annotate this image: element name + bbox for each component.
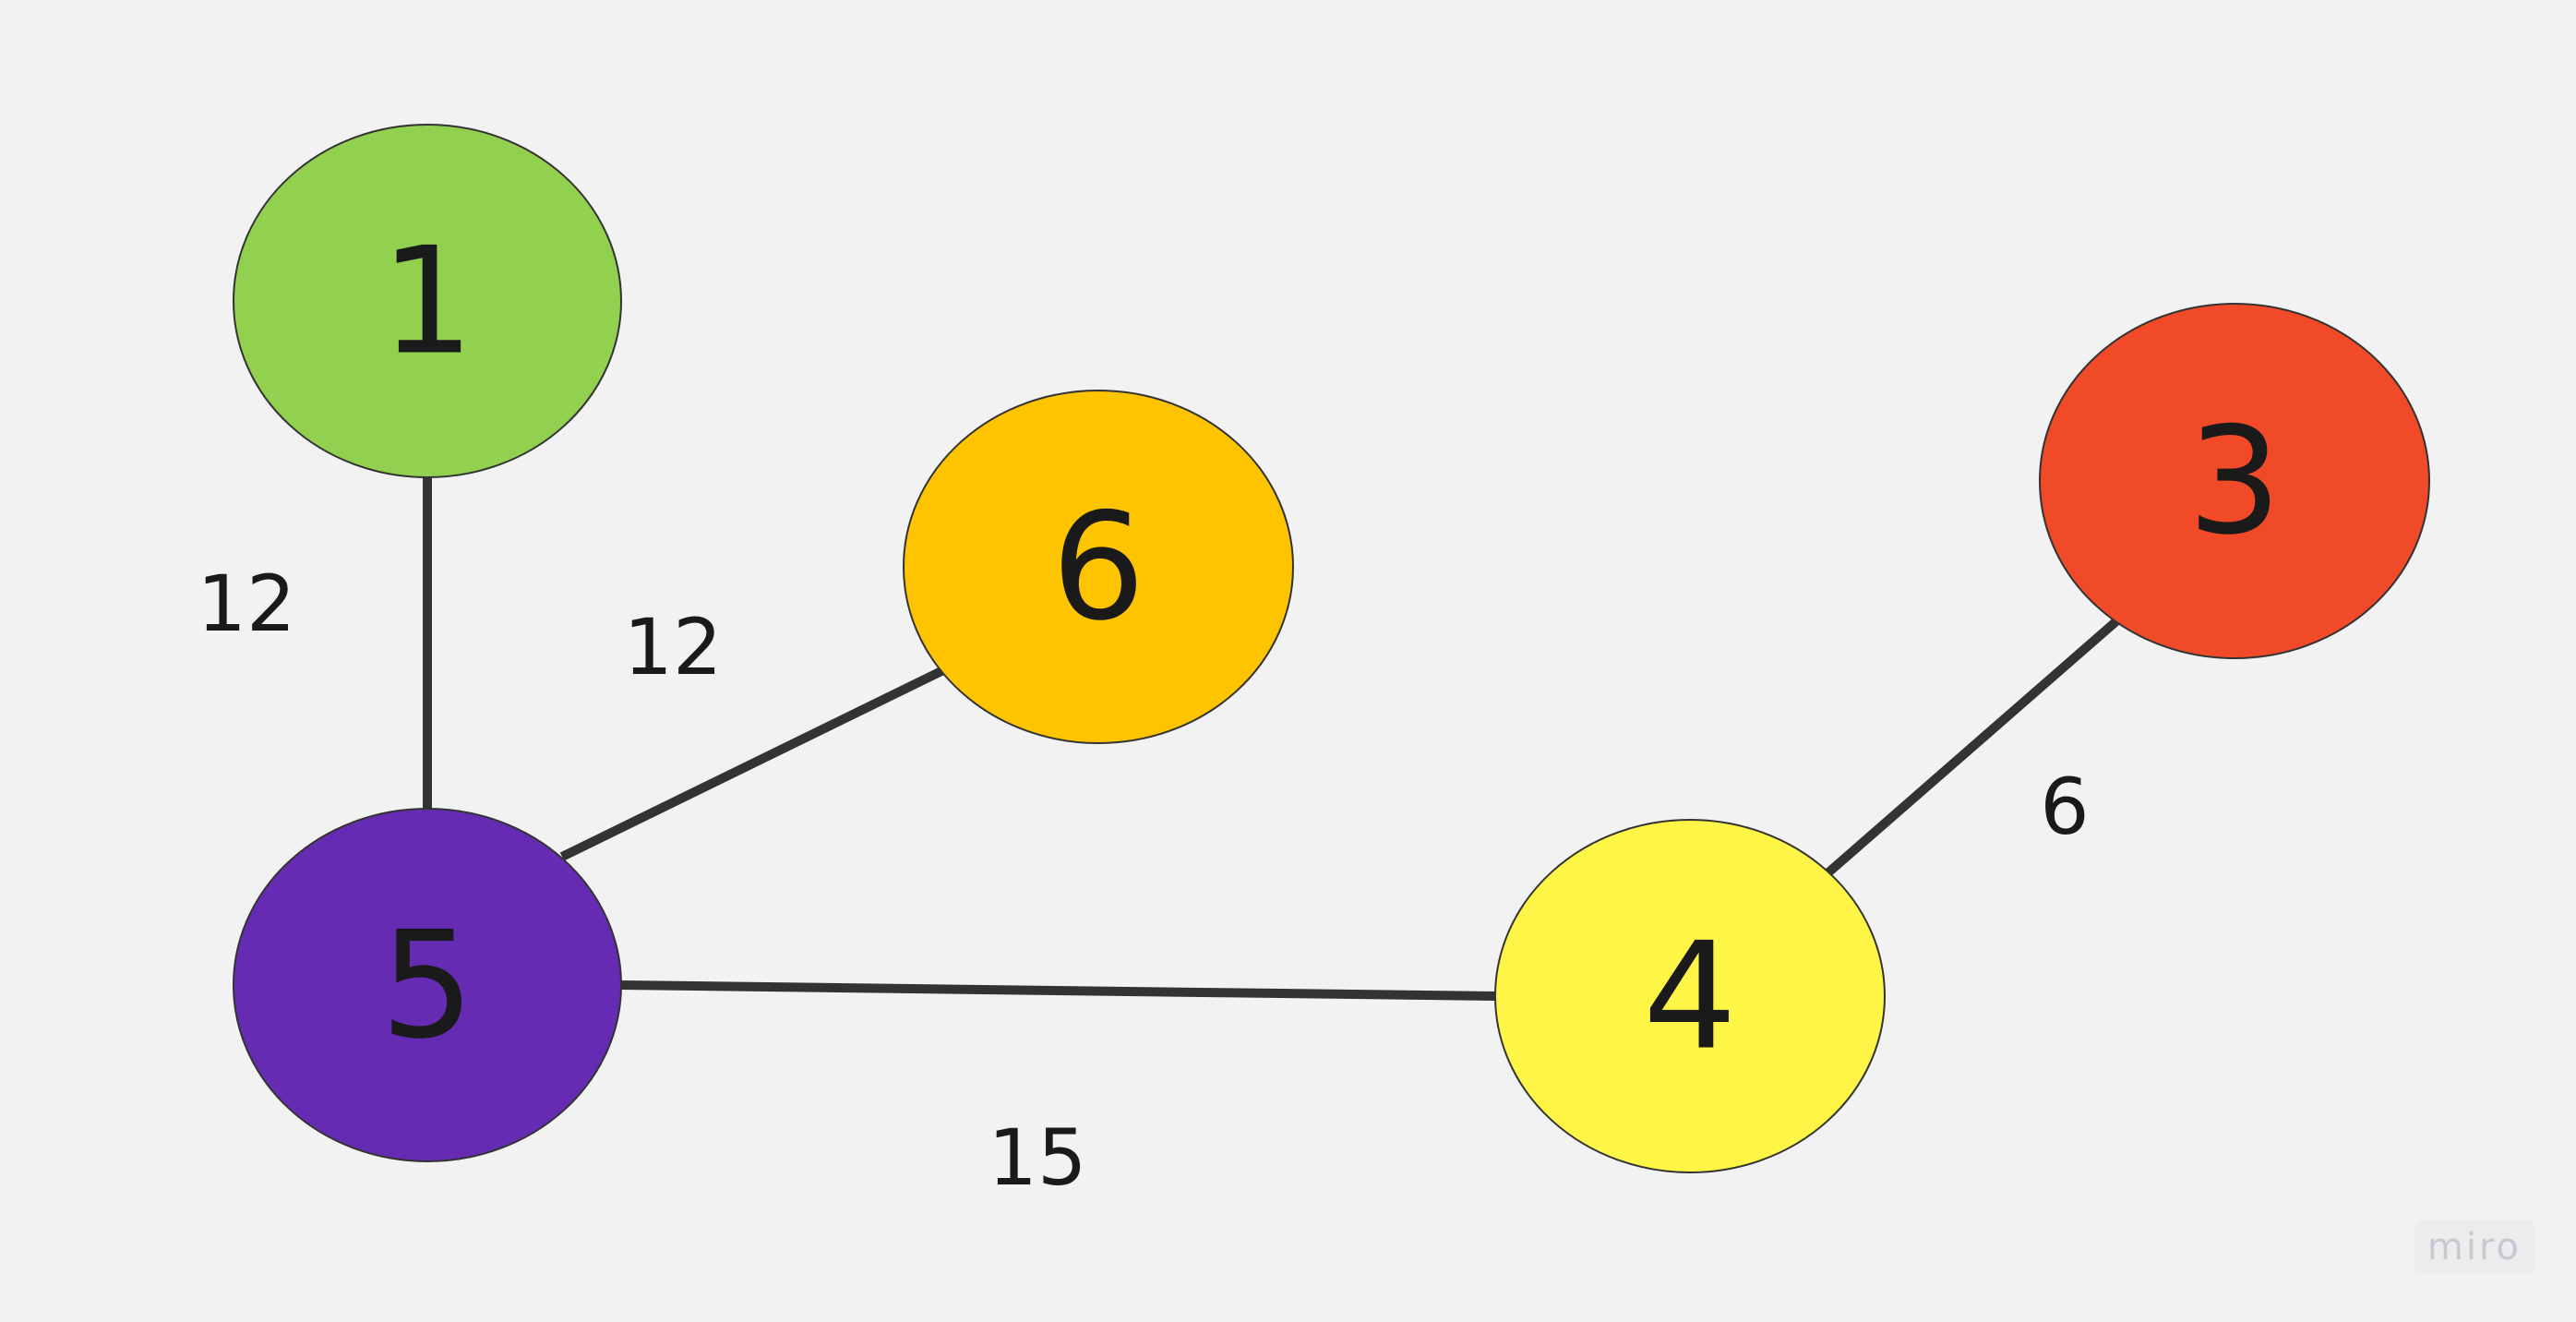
- node-6-label: 6: [1051, 481, 1145, 654]
- edge-weight-5-6: 12: [624, 602, 723, 692]
- node-1-label: 1: [380, 215, 474, 388]
- edge-5-6: [559, 666, 946, 861]
- node-6[interactable]: 6: [903, 390, 1294, 744]
- node-5-circle[interactable]: [233, 808, 622, 1162]
- edge-weight-1-5: 12: [198, 559, 296, 649]
- edge-weight-5-4: 15: [988, 1112, 1087, 1203]
- edge-5-4: [620, 980, 1496, 1001]
- node-4-label: 4: [1643, 910, 1737, 1083]
- edge-labels-layer: 12 12 15 6: [198, 559, 2090, 1203]
- node-3-circle[interactable]: [2039, 303, 2430, 659]
- node-4[interactable]: 4: [1494, 819, 1886, 1173]
- node-3[interactable]: 3: [2039, 303, 2430, 659]
- node-3-label: 3: [2187, 395, 2282, 568]
- edges-layer: [423, 477, 2121, 1001]
- node-5[interactable]: 5: [233, 808, 622, 1162]
- node-5-label: 5: [380, 899, 474, 1072]
- node-1[interactable]: 1: [233, 124, 622, 478]
- node-4-circle[interactable]: [1494, 819, 1886, 1173]
- node-6-circle[interactable]: [903, 390, 1294, 744]
- edge-4-3: [1824, 617, 2121, 877]
- node-1-circle[interactable]: [233, 124, 622, 478]
- edge-weight-4-3: 6: [2040, 762, 2089, 852]
- nodes-layer: 1 6 3 5 4: [233, 124, 2430, 1173]
- miro-watermark: miro: [2414, 1220, 2534, 1274]
